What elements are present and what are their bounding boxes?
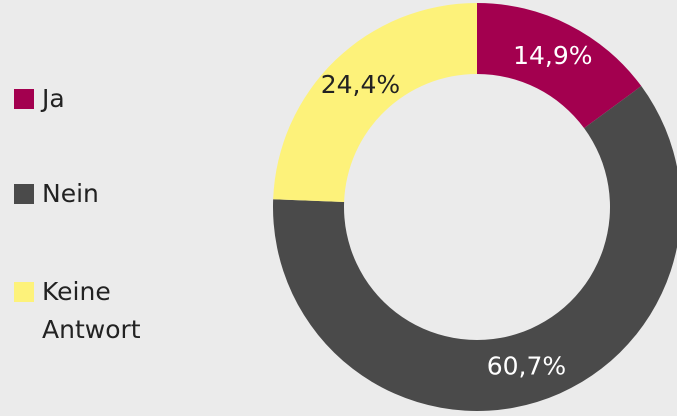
legend-item: Keine Antwort bbox=[14, 273, 182, 349]
data-label: 24,4% bbox=[321, 70, 400, 99]
legend-item: Ja bbox=[14, 80, 182, 118]
donut-slice bbox=[273, 3, 477, 202]
legend-swatch bbox=[14, 282, 34, 302]
legend-label: Nein bbox=[42, 179, 99, 208]
data-label: 60,7% bbox=[487, 352, 566, 381]
data-label: 14,9% bbox=[513, 41, 592, 70]
donut-slice bbox=[477, 3, 642, 129]
legend-label: Ja bbox=[42, 84, 65, 113]
legend-label: Keine Antwort bbox=[42, 277, 141, 344]
legend-item: Nein bbox=[14, 175, 182, 213]
legend-swatch bbox=[14, 184, 34, 204]
legend-swatch bbox=[14, 89, 34, 109]
donut-slice bbox=[273, 86, 677, 411]
